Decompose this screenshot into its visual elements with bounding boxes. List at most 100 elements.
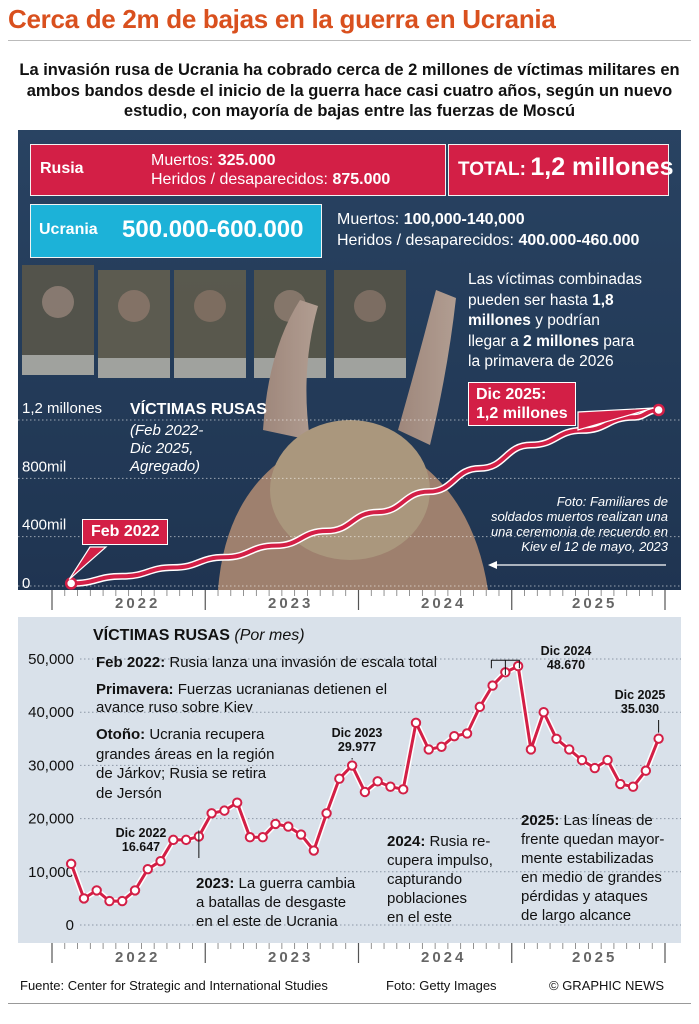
year-axis-bottom — [18, 943, 681, 969]
callout-dic-2025: Dic 2025: 1,2 millones — [468, 382, 576, 426]
chart2-point — [564, 744, 575, 755]
top-panel: Rusia Muertos: 325.000 Heridos / desapar… — [18, 130, 681, 590]
chart2-y-tick-label: 40,000 — [28, 704, 74, 721]
callout-feb-2022: Feb 2022 — [82, 519, 169, 545]
chart2-y-tick-label: 20,000 — [28, 811, 74, 828]
year-axis-top — [18, 590, 681, 616]
chart2-point — [257, 832, 268, 843]
rusia-heridos: Heridos / desaparecidos: 875.000 — [151, 171, 391, 188]
chart1-y-tick-label: 400mil — [22, 517, 66, 534]
event-otono: Otoño: Ucrania recupera grandes áreas en… — [96, 726, 275, 802]
axis-bottom-year-2025: 2025 — [572, 949, 618, 966]
ucrania-heridos: Heridos / desaparecidos: 400.000-460.000 — [337, 232, 640, 249]
chart2-point — [487, 680, 498, 691]
chart2-point — [91, 885, 102, 896]
chart1-line — [69, 408, 661, 586]
chart2-point — [231, 797, 243, 808]
chart1-y-tick-label: 1,2 millones — [22, 400, 102, 417]
axis-top-year-2025: 2025 — [572, 595, 618, 612]
rusia-label: Rusia — [40, 160, 84, 177]
event-2025: 2025: Las líneas de frente quedan mayor-… — [521, 812, 665, 924]
chart2-point — [538, 707, 549, 718]
annotation-dic-2022: Dic 2022 16.647 — [115, 826, 167, 854]
chart2-point — [206, 808, 217, 819]
ucrania-label: Ucrania — [39, 221, 98, 238]
chart2-point — [321, 808, 332, 819]
callout-pointer-start — [68, 546, 108, 580]
chart2-point — [653, 733, 664, 744]
chart2-point — [142, 863, 153, 875]
chart2-point — [129, 885, 141, 896]
chart2-point — [295, 829, 307, 840]
event-primavera: Primavera: Fuerzas ucranianas detienen e… — [96, 681, 388, 716]
chart2-y-tick-label: 50,000 — [28, 651, 74, 668]
chart2-point — [78, 893, 90, 904]
chart1-subtitle: (Feb 2022- Dic 2025, Agregado) — [130, 422, 204, 475]
page-title: Cerca de 2m de bajas en la guerra en Ucr… — [8, 4, 556, 34]
chart2-point — [512, 660, 524, 672]
chart2-point — [244, 832, 256, 843]
chart2-point — [525, 744, 537, 755]
ucrania-box: Ucrania 500.000-600.000 — [30, 204, 322, 258]
chart2-point — [283, 821, 294, 832]
chart1-point-start — [64, 577, 78, 590]
caption-arrow-icon — [488, 561, 666, 569]
chart2-point — [602, 754, 613, 766]
chart2-point — [615, 778, 626, 790]
chart2-title: VÍCTIMAS RUSAS (Por mes) — [93, 627, 305, 644]
axis-top-year-2022: 2022 — [115, 595, 161, 612]
chart2-point — [576, 754, 588, 766]
rusia-total: TOTAL: 1,2 millones — [458, 153, 674, 181]
chart2-point — [640, 765, 652, 776]
annotation-dic-2025: Dic 2025 35.030 — [614, 688, 666, 716]
annotation-dic-2023: Dic 2023 29.977 — [331, 726, 383, 754]
chart2-y-tick-label: 0 — [66, 917, 74, 934]
chart2-point — [436, 741, 447, 752]
monthly-chart: 0 10,000 20,000 30,000 40,000 50,000 — [28, 651, 681, 934]
title-divider — [8, 40, 691, 41]
chart2-y-tick-label: 10,000 — [28, 864, 74, 881]
axis-bottom-year-2022: 2022 — [115, 949, 161, 966]
chart2-point — [449, 730, 460, 742]
event-2024: 2024: Rusia re- cupera impulso, capturan… — [387, 833, 493, 926]
chart2-point — [461, 728, 473, 739]
ucrania-range: 500.000-600.000 — [122, 216, 304, 243]
chart2-point — [219, 805, 230, 816]
chart2-point — [627, 781, 639, 792]
memorial-photo — [18, 130, 681, 590]
rusia-muertos: Muertos: 325.000 — [151, 152, 276, 169]
axis-bottom-year-2023: 2023 — [268, 949, 314, 966]
subtitle: La invasión rusa de Ucrania ha cobrado c… — [19, 61, 680, 120]
chart2-point — [104, 895, 115, 907]
chart2-point — [410, 717, 422, 729]
photo-credit: Foto: Getty Images — [386, 978, 497, 993]
chart2-point — [346, 760, 358, 771]
combined-note: Las víctimas combinadas pueden ser hasta… — [468, 271, 643, 370]
chart2-point — [308, 845, 320, 856]
chart2-point — [372, 776, 383, 787]
chart2-point — [180, 834, 192, 846]
chart2-point — [359, 786, 371, 798]
chart1-y-tick-label: 0 — [22, 575, 30, 590]
chart2-point — [474, 701, 486, 713]
chart2-point — [117, 895, 128, 907]
chart2-point — [334, 773, 345, 784]
chart1-line-outline — [67, 406, 663, 587]
chart2-point — [168, 834, 179, 846]
chart1-y-tick-label: 800mil — [22, 458, 66, 475]
chart1-point-end — [652, 403, 665, 417]
axis-bottom-year-2024: 2024 — [421, 949, 467, 966]
chart2-point — [397, 784, 409, 795]
rusia-box: Rusia Muertos: 325.000 Heridos / desapar… — [30, 144, 446, 196]
chart2-point — [65, 858, 77, 870]
axis-top-year-2024: 2024 — [421, 595, 467, 612]
mourner-figure — [218, 290, 488, 590]
chart2-y-tick-label: 30,000 — [28, 757, 74, 774]
axis-top-year-2023: 2023 — [268, 595, 314, 612]
photo-caption: Foto: Familiares de soldados muertos rea… — [490, 494, 668, 554]
chart2-point — [589, 762, 600, 774]
graphic-news-credit: © GRAPHIC NEWS — [549, 978, 665, 993]
annotation-bracket — [490, 659, 520, 669]
callout-pointer-end — [577, 407, 654, 431]
annotation-dic-2024: Dic 2024 48.670 — [540, 644, 592, 672]
